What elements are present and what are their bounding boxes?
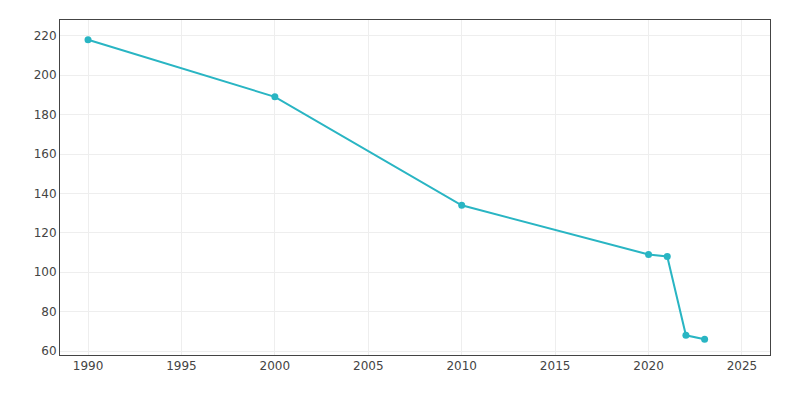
svg-text:2015: 2015 bbox=[540, 359, 571, 373]
svg-text:160: 160 bbox=[34, 147, 57, 161]
svg-text:200: 200 bbox=[34, 68, 57, 82]
svg-text:80: 80 bbox=[41, 305, 56, 319]
svg-text:2000: 2000 bbox=[260, 359, 291, 373]
svg-text:220: 220 bbox=[34, 29, 57, 43]
svg-text:2025: 2025 bbox=[727, 359, 758, 373]
svg-text:1995: 1995 bbox=[166, 359, 197, 373]
svg-text:180: 180 bbox=[34, 108, 57, 122]
svg-text:2010: 2010 bbox=[446, 359, 477, 373]
svg-text:140: 140 bbox=[34, 187, 57, 201]
svg-text:1990: 1990 bbox=[73, 359, 104, 373]
svg-text:2005: 2005 bbox=[353, 359, 384, 373]
svg-text:2020: 2020 bbox=[633, 359, 664, 373]
svg-text:100: 100 bbox=[34, 265, 57, 279]
svg-text:60: 60 bbox=[41, 344, 56, 358]
svg-text:120: 120 bbox=[34, 226, 57, 240]
